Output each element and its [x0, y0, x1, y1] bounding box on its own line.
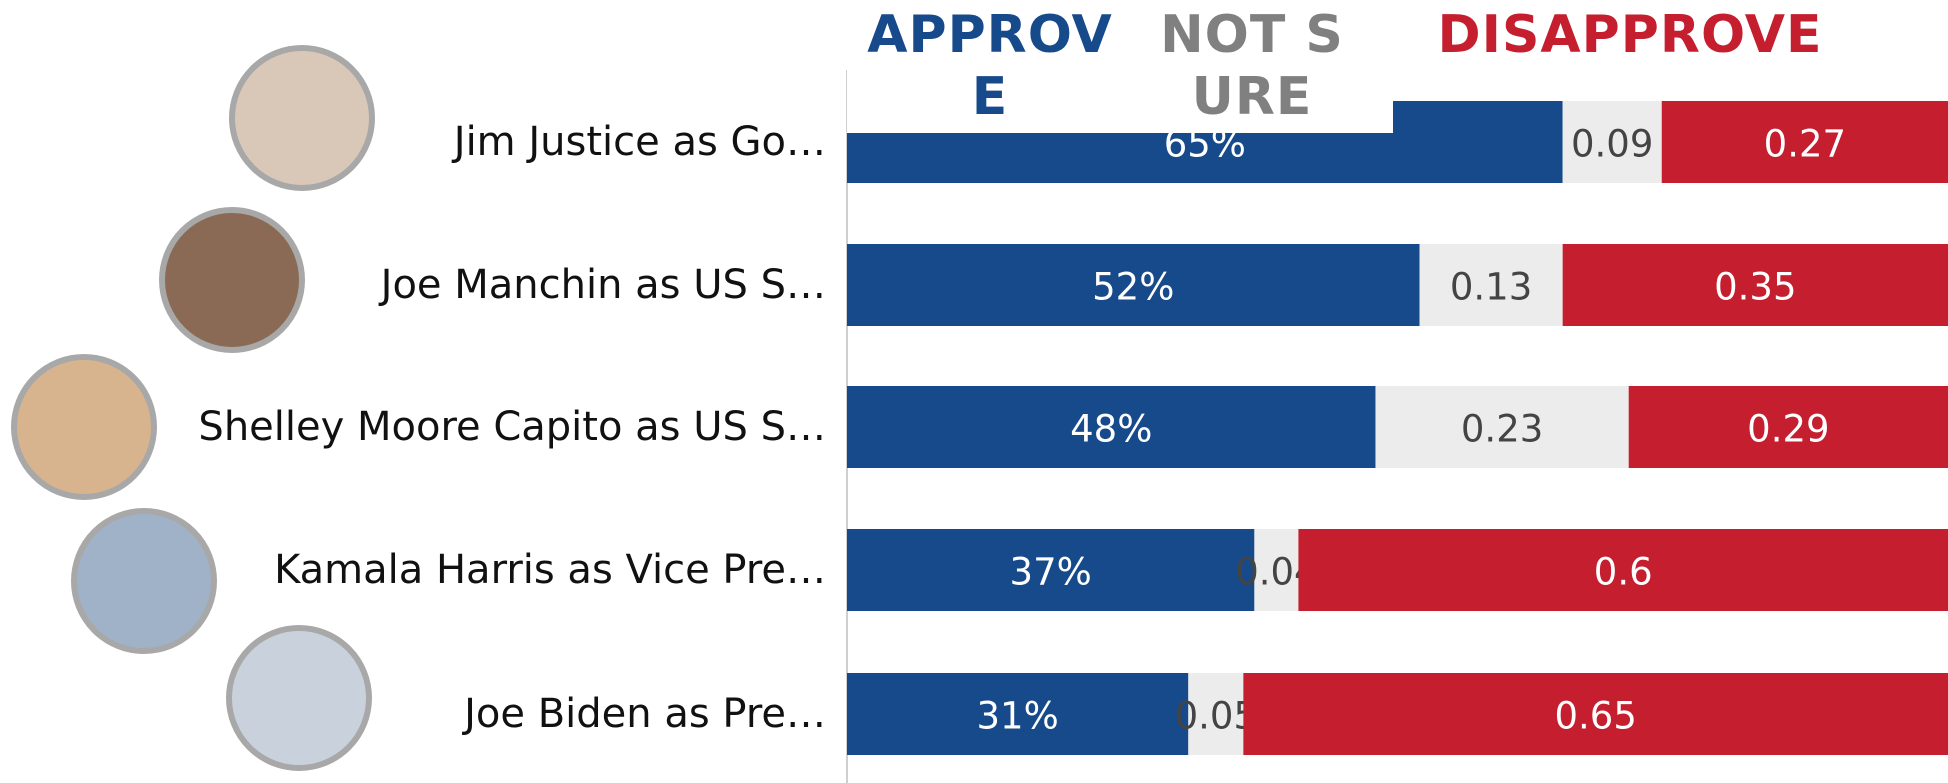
value-label: 0.35 [1714, 266, 1796, 309]
value-label: 0.6 [1594, 551, 1653, 594]
photo [14, 357, 154, 497]
value-label: 0.65 [1554, 695, 1636, 738]
category-label: Kamala Harris as Vice Pre… [274, 547, 826, 593]
value-label: 31% [977, 695, 1059, 738]
value-label: 0.27 [1764, 123, 1846, 166]
value-label: 52% [1092, 266, 1174, 309]
category-label: Jim Justice as Go… [451, 119, 826, 165]
chart: Jim Justice as Go…65%0.090.27Joe Manchin… [0, 0, 1948, 783]
category-label: Joe Manchin as US S… [378, 262, 826, 308]
value-label: 0.09 [1571, 123, 1653, 166]
category-label: Joe Biden as Pre… [461, 691, 826, 737]
value-label: 0.23 [1461, 408, 1543, 451]
value-label: 0.13 [1450, 266, 1532, 309]
value-label: 48% [1070, 408, 1152, 451]
legend-label: NOT SURE [1142, 4, 1362, 128]
legend-label: DISAPPROVE [1420, 4, 1840, 66]
value-label: 0.29 [1747, 408, 1829, 451]
category-label: Shelley Moore Capito as US S… [198, 404, 826, 450]
value-label: 37% [1010, 551, 1092, 594]
photo [232, 48, 372, 188]
photo [162, 210, 302, 350]
legend-label: APPROVE [866, 4, 1114, 128]
photo [229, 628, 369, 768]
photo [74, 511, 214, 651]
